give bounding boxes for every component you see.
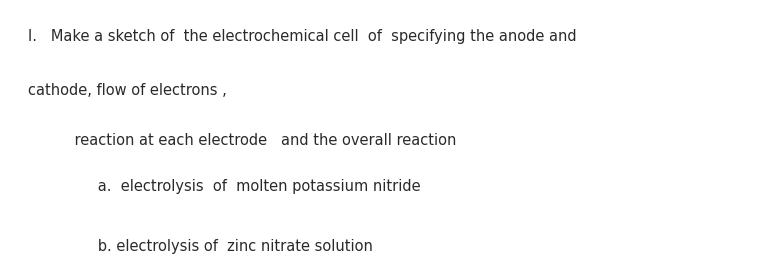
Text: I.   Make a sketch of  the electrochemical cell  of  specifying the anode and: I. Make a sketch of the electrochemical …	[28, 29, 577, 44]
Text: a.  electrolysis  of  molten potassium nitride: a. electrolysis of molten potassium nitr…	[71, 179, 421, 194]
Text: reaction at each electrode   and the overall reaction: reaction at each electrode and the overa…	[55, 133, 456, 148]
Text: b. electrolysis of  zinc nitrate solution: b. electrolysis of zinc nitrate solution	[71, 239, 373, 254]
Text: cathode, flow of electrons ,: cathode, flow of electrons ,	[28, 84, 227, 98]
